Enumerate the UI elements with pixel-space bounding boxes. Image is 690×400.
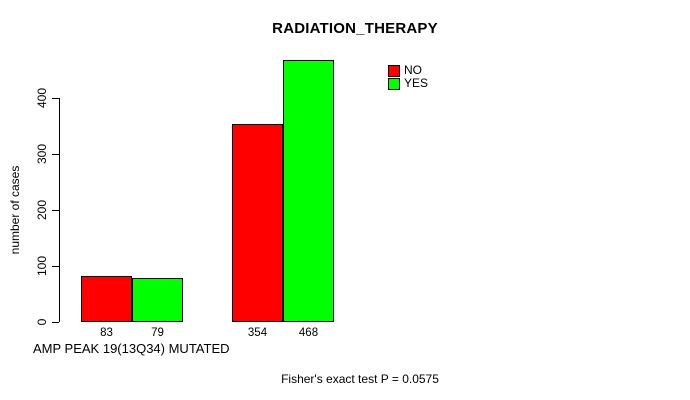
bar-yes-group2 — [283, 60, 334, 322]
y-axis-tick — [52, 98, 59, 99]
y-axis-tick-label: 400 — [35, 87, 49, 109]
y-axis-tick — [52, 154, 59, 155]
bar-value-label: 354 — [247, 327, 268, 339]
bar-value-label: 468 — [298, 327, 319, 339]
y-axis-tick-label: 100 — [35, 255, 49, 277]
y-axis-tick-label: 200 — [35, 199, 49, 221]
y-axis-tick — [52, 322, 59, 323]
bar-value-label: 83 — [100, 327, 113, 339]
bar-value-label: 79 — [151, 327, 164, 339]
y-axis-title: number of cases — [8, 165, 22, 255]
legend-label-no: NO — [404, 63, 422, 77]
legend-row-yes: YES — [388, 77, 428, 90]
legend: NO YES — [388, 64, 428, 90]
fisher-test-annotation: Fisher's exact test P = 0.0575 — [281, 372, 439, 386]
legend-row-no: NO — [388, 64, 428, 77]
y-axis-tick-label: 0 — [35, 318, 49, 326]
bar-yes-group1 — [132, 278, 183, 322]
legend-label-yes: YES — [404, 76, 429, 90]
x-axis-title: AMP PEAK 19(13Q34) MUTATED — [33, 341, 230, 356]
bar-no-group1 — [81, 276, 132, 322]
y-axis-tick — [52, 210, 59, 211]
legend-swatch-yes — [388, 77, 400, 90]
plot-area: 83 354 79 468 0 100 200 300 400 — [35, 55, 355, 339]
chart-title: RADIATION_THERAPY — [272, 20, 438, 37]
bar-no-group2 — [232, 124, 283, 322]
y-axis-line — [59, 98, 60, 322]
y-axis-tick-label: 300 — [35, 143, 49, 165]
y-axis-tick — [52, 266, 59, 267]
legend-swatch-no — [388, 64, 400, 77]
